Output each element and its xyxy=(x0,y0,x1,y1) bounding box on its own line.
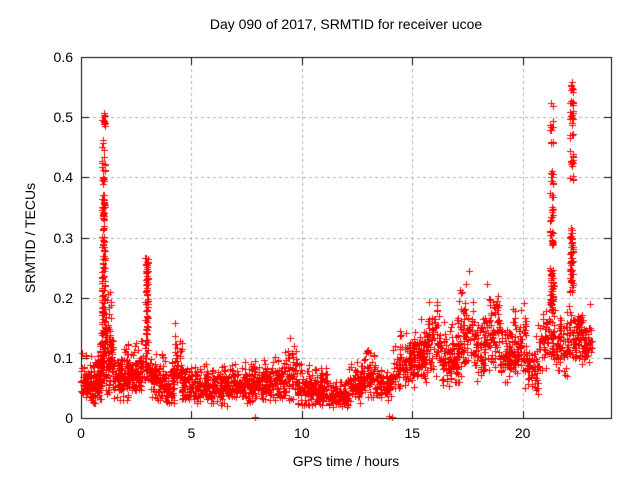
x-tick-label: 20 xyxy=(514,425,531,441)
x-tick-label: 10 xyxy=(294,425,310,441)
y-tick-label: 0.2 xyxy=(53,289,73,306)
x-tick-label: 0 xyxy=(77,425,85,441)
y-tick-label: 0.4 xyxy=(53,169,73,186)
x-axis-title: GPS time / hours xyxy=(292,453,400,469)
y-tick-label: 0.6 xyxy=(53,49,73,65)
chart-title: Day 090 of 2017, SRMTID for receiver uco… xyxy=(209,16,483,32)
x-tick-label: 5 xyxy=(187,425,196,441)
y-tick-label: 0 xyxy=(65,410,73,426)
y-tick-label: 0.1 xyxy=(53,349,73,366)
y-tick-label: 0.5 xyxy=(53,109,73,126)
y-tick-label: 0.3 xyxy=(53,229,73,246)
x-tick-label: 15 xyxy=(404,425,421,441)
